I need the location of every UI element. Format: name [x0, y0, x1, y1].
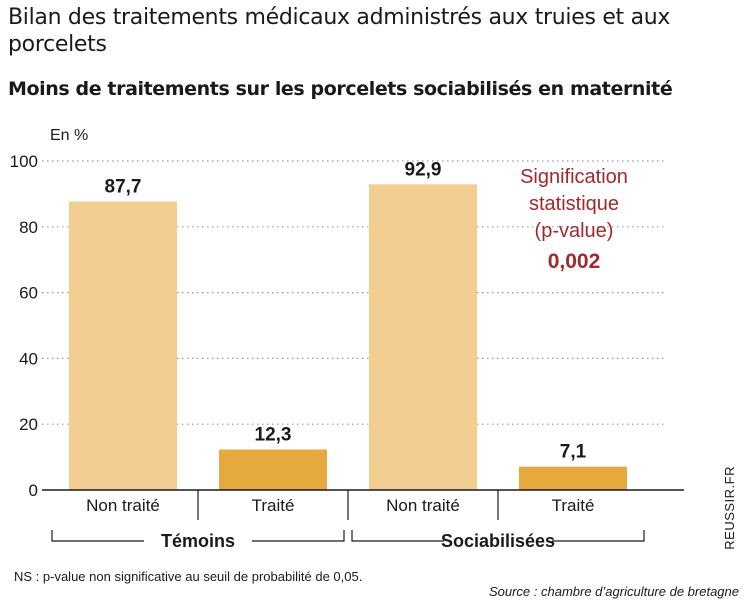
value-label: 92,9 [405, 159, 442, 180]
bars [69, 184, 627, 491]
x-tick-label: Non traité [86, 496, 160, 515]
significance-annotation: Signification statistique (p-value) 0,00… [520, 166, 628, 273]
y-axis-label: En % [50, 127, 88, 144]
group-bracket [552, 530, 645, 542]
bar [69, 201, 177, 491]
y-tick-label: 0 [29, 481, 38, 500]
y-tick-label: 60 [19, 284, 38, 303]
source: Source : chambre d’agriculture de bretag… [488, 584, 739, 599]
x-tick-label: Traité [252, 496, 295, 515]
gridlines [42, 160, 664, 425]
value-label: 87,7 [105, 176, 142, 197]
group-brackets: Témoins Sociabilisées [51, 530, 645, 551]
bar [369, 184, 477, 490]
x-tick-label: Non traité [386, 496, 460, 515]
x-tick-label: Traité [552, 496, 595, 515]
footnote: NS : p-value non significative au seuil … [14, 569, 363, 584]
group-label: Témoins [161, 531, 235, 551]
chart-title: Bilan des traitements médicaux administr… [8, 5, 671, 57]
group-bracket [252, 530, 345, 542]
value-label: 12,3 [255, 425, 292, 446]
value-label: 7,1 [560, 442, 587, 463]
group-bracket [51, 530, 144, 542]
group-label: Sociabilisées [441, 531, 555, 551]
y-tick-label: 100 [10, 152, 38, 171]
bar [519, 466, 627, 490]
x-tick-labels: Non traité Traité Non traité Traité [86, 490, 594, 520]
bar [219, 449, 327, 490]
p-value: 0,002 [548, 250, 601, 273]
y-tick-labels: 0 20 40 60 80 100 [10, 152, 38, 500]
y-tick-label: 80 [19, 218, 38, 237]
value-labels: 87,7 12,3 92,9 7,1 [105, 159, 587, 462]
annotation-line-2: statistique [529, 193, 619, 215]
brand-watermark: REUSSIR.FR [722, 466, 737, 550]
chart-subtitle: Moins de traitements sur les porcelets s… [8, 78, 673, 100]
group-bracket [351, 530, 444, 542]
y-tick-label: 40 [19, 349, 38, 368]
y-tick-label: 20 [19, 415, 38, 434]
annotation-line-3: (p-value) [535, 220, 614, 242]
annotation-line-1: Signification [520, 166, 628, 188]
